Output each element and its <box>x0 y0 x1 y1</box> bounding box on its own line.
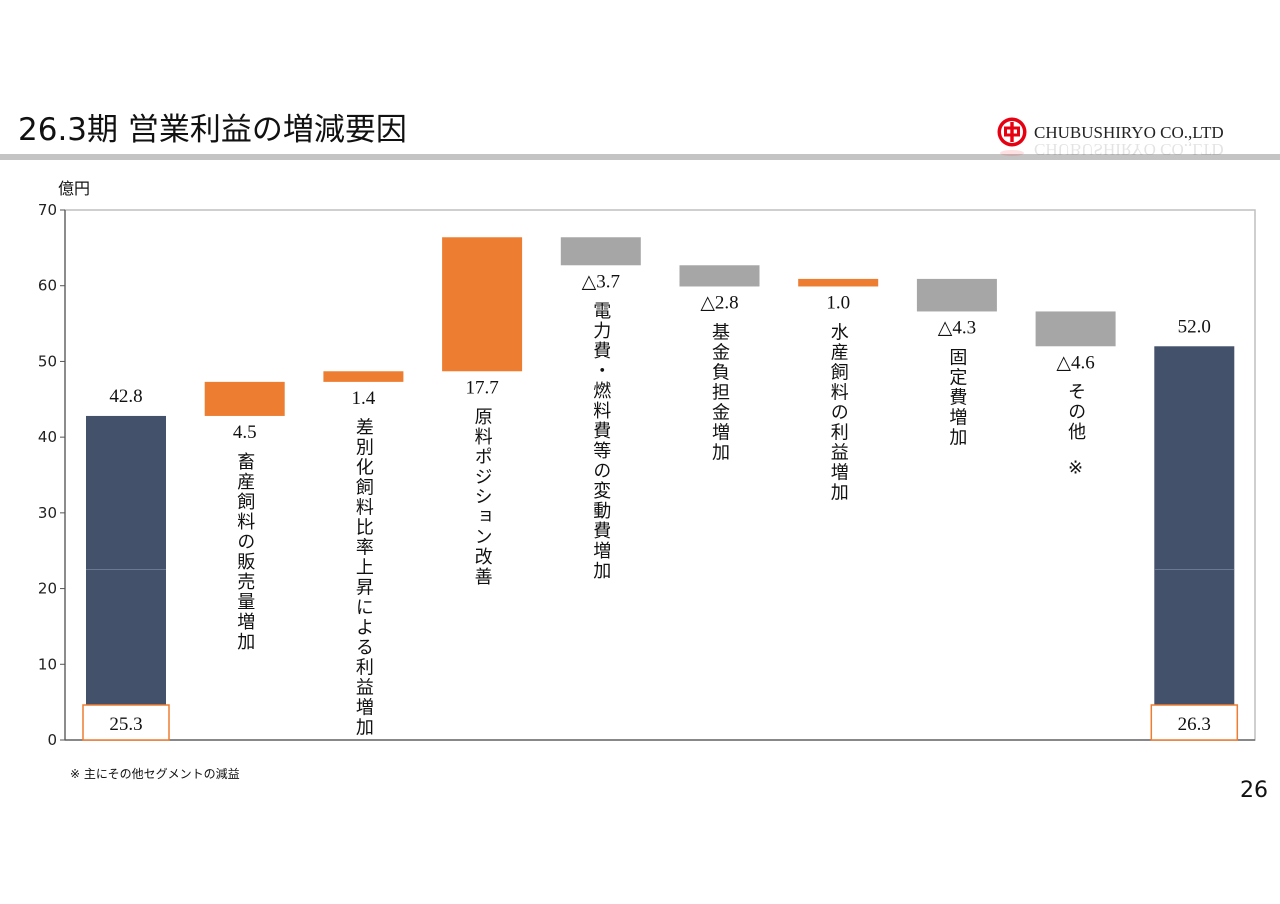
page-title: 26.3期 営業利益の増減要因 <box>18 112 407 148</box>
data-label: 1.0 <box>826 292 850 313</box>
y-tick-label: 10 <box>38 655 57 673</box>
page-number: 26 <box>1240 778 1268 803</box>
category-label: 畜産飼料の販売量増加 <box>234 452 255 652</box>
footnote: ※ 主にその他セグメントの減益 <box>70 767 240 781</box>
chubushiryo-logo-icon <box>997 117 1027 156</box>
category-label: その他 <box>1065 382 1086 442</box>
decrease-bar <box>1035 311 1116 347</box>
y-tick-label: 60 <box>38 277 57 295</box>
y-tick-label: 30 <box>38 504 57 522</box>
increase-bar <box>204 381 285 416</box>
increase-bar <box>442 237 523 372</box>
category-label: 水産飼料の利益増加 <box>828 322 849 502</box>
category-label: 基金負担金増加 <box>709 322 730 462</box>
data-label: 17.7 <box>465 377 498 398</box>
footnote-marker: ※ <box>1068 457 1083 478</box>
category-label: 差別化飼料比率上昇による利益増加 <box>353 418 374 738</box>
y-tick-label: 70 <box>38 201 57 219</box>
data-label: 1.4 <box>352 388 376 409</box>
decrease-bar <box>679 265 760 287</box>
y-tick-label: 40 <box>38 428 57 446</box>
y-tick-label: 0 <box>47 731 57 749</box>
total-bar <box>1154 346 1235 740</box>
title-divider <box>0 154 1280 160</box>
y-axis-unit-label: 億円 <box>58 179 91 198</box>
company-logo: CHUBUSHIRYO CO.,LTD CHUBUSHIRYO CO.,LTD <box>996 116 1256 159</box>
category-label: 電力費・燃料費等の変動費増加 <box>590 301 611 581</box>
company-name: CHUBUSHIRYO CO.,LTD <box>1034 123 1224 142</box>
data-label: △2.8 <box>700 292 738 313</box>
category-label: 原料ポジション改善 <box>472 407 493 587</box>
decrease-bar <box>916 278 997 312</box>
base-value-label: 26.3 <box>1178 714 1211 735</box>
data-label: △4.6 <box>1056 352 1094 373</box>
base-value-box <box>1150 704 1239 741</box>
y-tick-label: 20 <box>38 580 57 598</box>
data-label: △4.3 <box>938 317 976 338</box>
total-bar <box>86 415 166 740</box>
data-label: 52.0 <box>1178 316 1211 337</box>
category-label: 固定費増加 <box>946 347 967 447</box>
increase-bar <box>323 371 404 382</box>
data-label: △3.7 <box>582 271 620 292</box>
decrease-bar <box>560 237 641 266</box>
data-label: 42.8 <box>109 386 142 407</box>
y-tick-label: 50 <box>38 352 57 370</box>
data-label: 4.5 <box>233 422 257 443</box>
base-value-label: 25.3 <box>109 714 142 735</box>
increase-bar <box>798 278 879 287</box>
base-value-box <box>82 704 170 741</box>
